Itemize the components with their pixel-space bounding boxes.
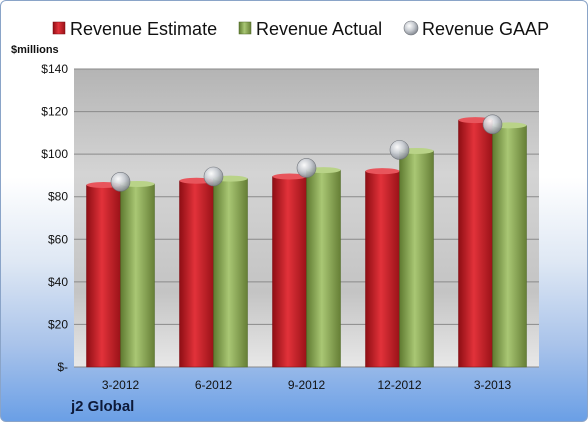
bar-revenue-actual-12-2012 — [399, 150, 434, 368]
x-tick-label: 9-2012 — [288, 378, 326, 392]
y-tick-label: $60 — [48, 232, 68, 246]
legend-swatch-revenue-estimate — [52, 21, 66, 35]
y-tick-label: $20 — [48, 317, 68, 331]
marker-revenue-gaap-3-2012 — [110, 172, 131, 192]
y-axis-ticks: $- $20 $40 $60 $80 $100 $120 $140 — [41, 62, 68, 374]
bar-revenue-actual-6-2012 — [213, 178, 248, 368]
legend-label-revenue-actual: Revenue Actual — [256, 19, 382, 39]
x-tick-label: 3-2013 — [474, 378, 512, 392]
x-tick-label: 12-2012 — [377, 378, 421, 392]
y-tick-label: $100 — [41, 147, 68, 161]
legend-label-revenue-gaap: Revenue GAAP — [422, 19, 549, 39]
bars — [86, 117, 527, 368]
bar-revenue-estimate-6-2012 — [179, 180, 214, 368]
marker-revenue-gaap-9-2012 — [296, 158, 317, 178]
gaap-markers — [110, 114, 503, 192]
marker-revenue-gaap-3-2013 — [482, 114, 503, 135]
bar-revenue-estimate-3-2012 — [86, 184, 121, 368]
legend-label-revenue-estimate: Revenue Estimate — [70, 19, 217, 39]
x-axis-ticks: 3-2012 6-2012 9-2012 12-2012 3-2013 — [102, 378, 512, 392]
legend-swatch-revenue-actual — [238, 21, 252, 35]
y-tick-label: $80 — [48, 190, 68, 204]
bar-revenue-estimate-3-2013 — [458, 119, 493, 368]
y-tick-label: $120 — [41, 105, 68, 119]
y-tick-label: $- — [57, 360, 68, 374]
bar-revenue-actual-3-2013 — [492, 125, 527, 368]
x-tick-label: 3-2012 — [102, 378, 140, 392]
bar-revenue-estimate-12-2012 — [365, 170, 400, 368]
marker-revenue-gaap-12-2012 — [389, 140, 410, 160]
y-tick-label: $40 — [48, 275, 68, 289]
y-axis-unit-label: $millions — [11, 44, 59, 56]
legend: Revenue Estimate Revenue Actual Revenue GA… — [52, 19, 549, 39]
bar-revenue-actual-9-2012 — [306, 169, 341, 368]
y-tick-label: $140 — [41, 62, 68, 76]
bar-revenue-estimate-9-2012 — [272, 176, 307, 368]
x-tick-label: 6-2012 — [195, 378, 233, 392]
bar-revenue-actual-3-2012 — [120, 183, 155, 368]
marker-revenue-gaap-6-2012 — [203, 166, 224, 187]
legend-swatch-revenue-gaap — [403, 20, 419, 36]
company-name: j2 Global — [70, 398, 134, 415]
bar-top-revenue-estimate-9-2012 — [272, 173, 307, 180]
bar-top-revenue-estimate-12-2012 — [365, 168, 400, 175]
